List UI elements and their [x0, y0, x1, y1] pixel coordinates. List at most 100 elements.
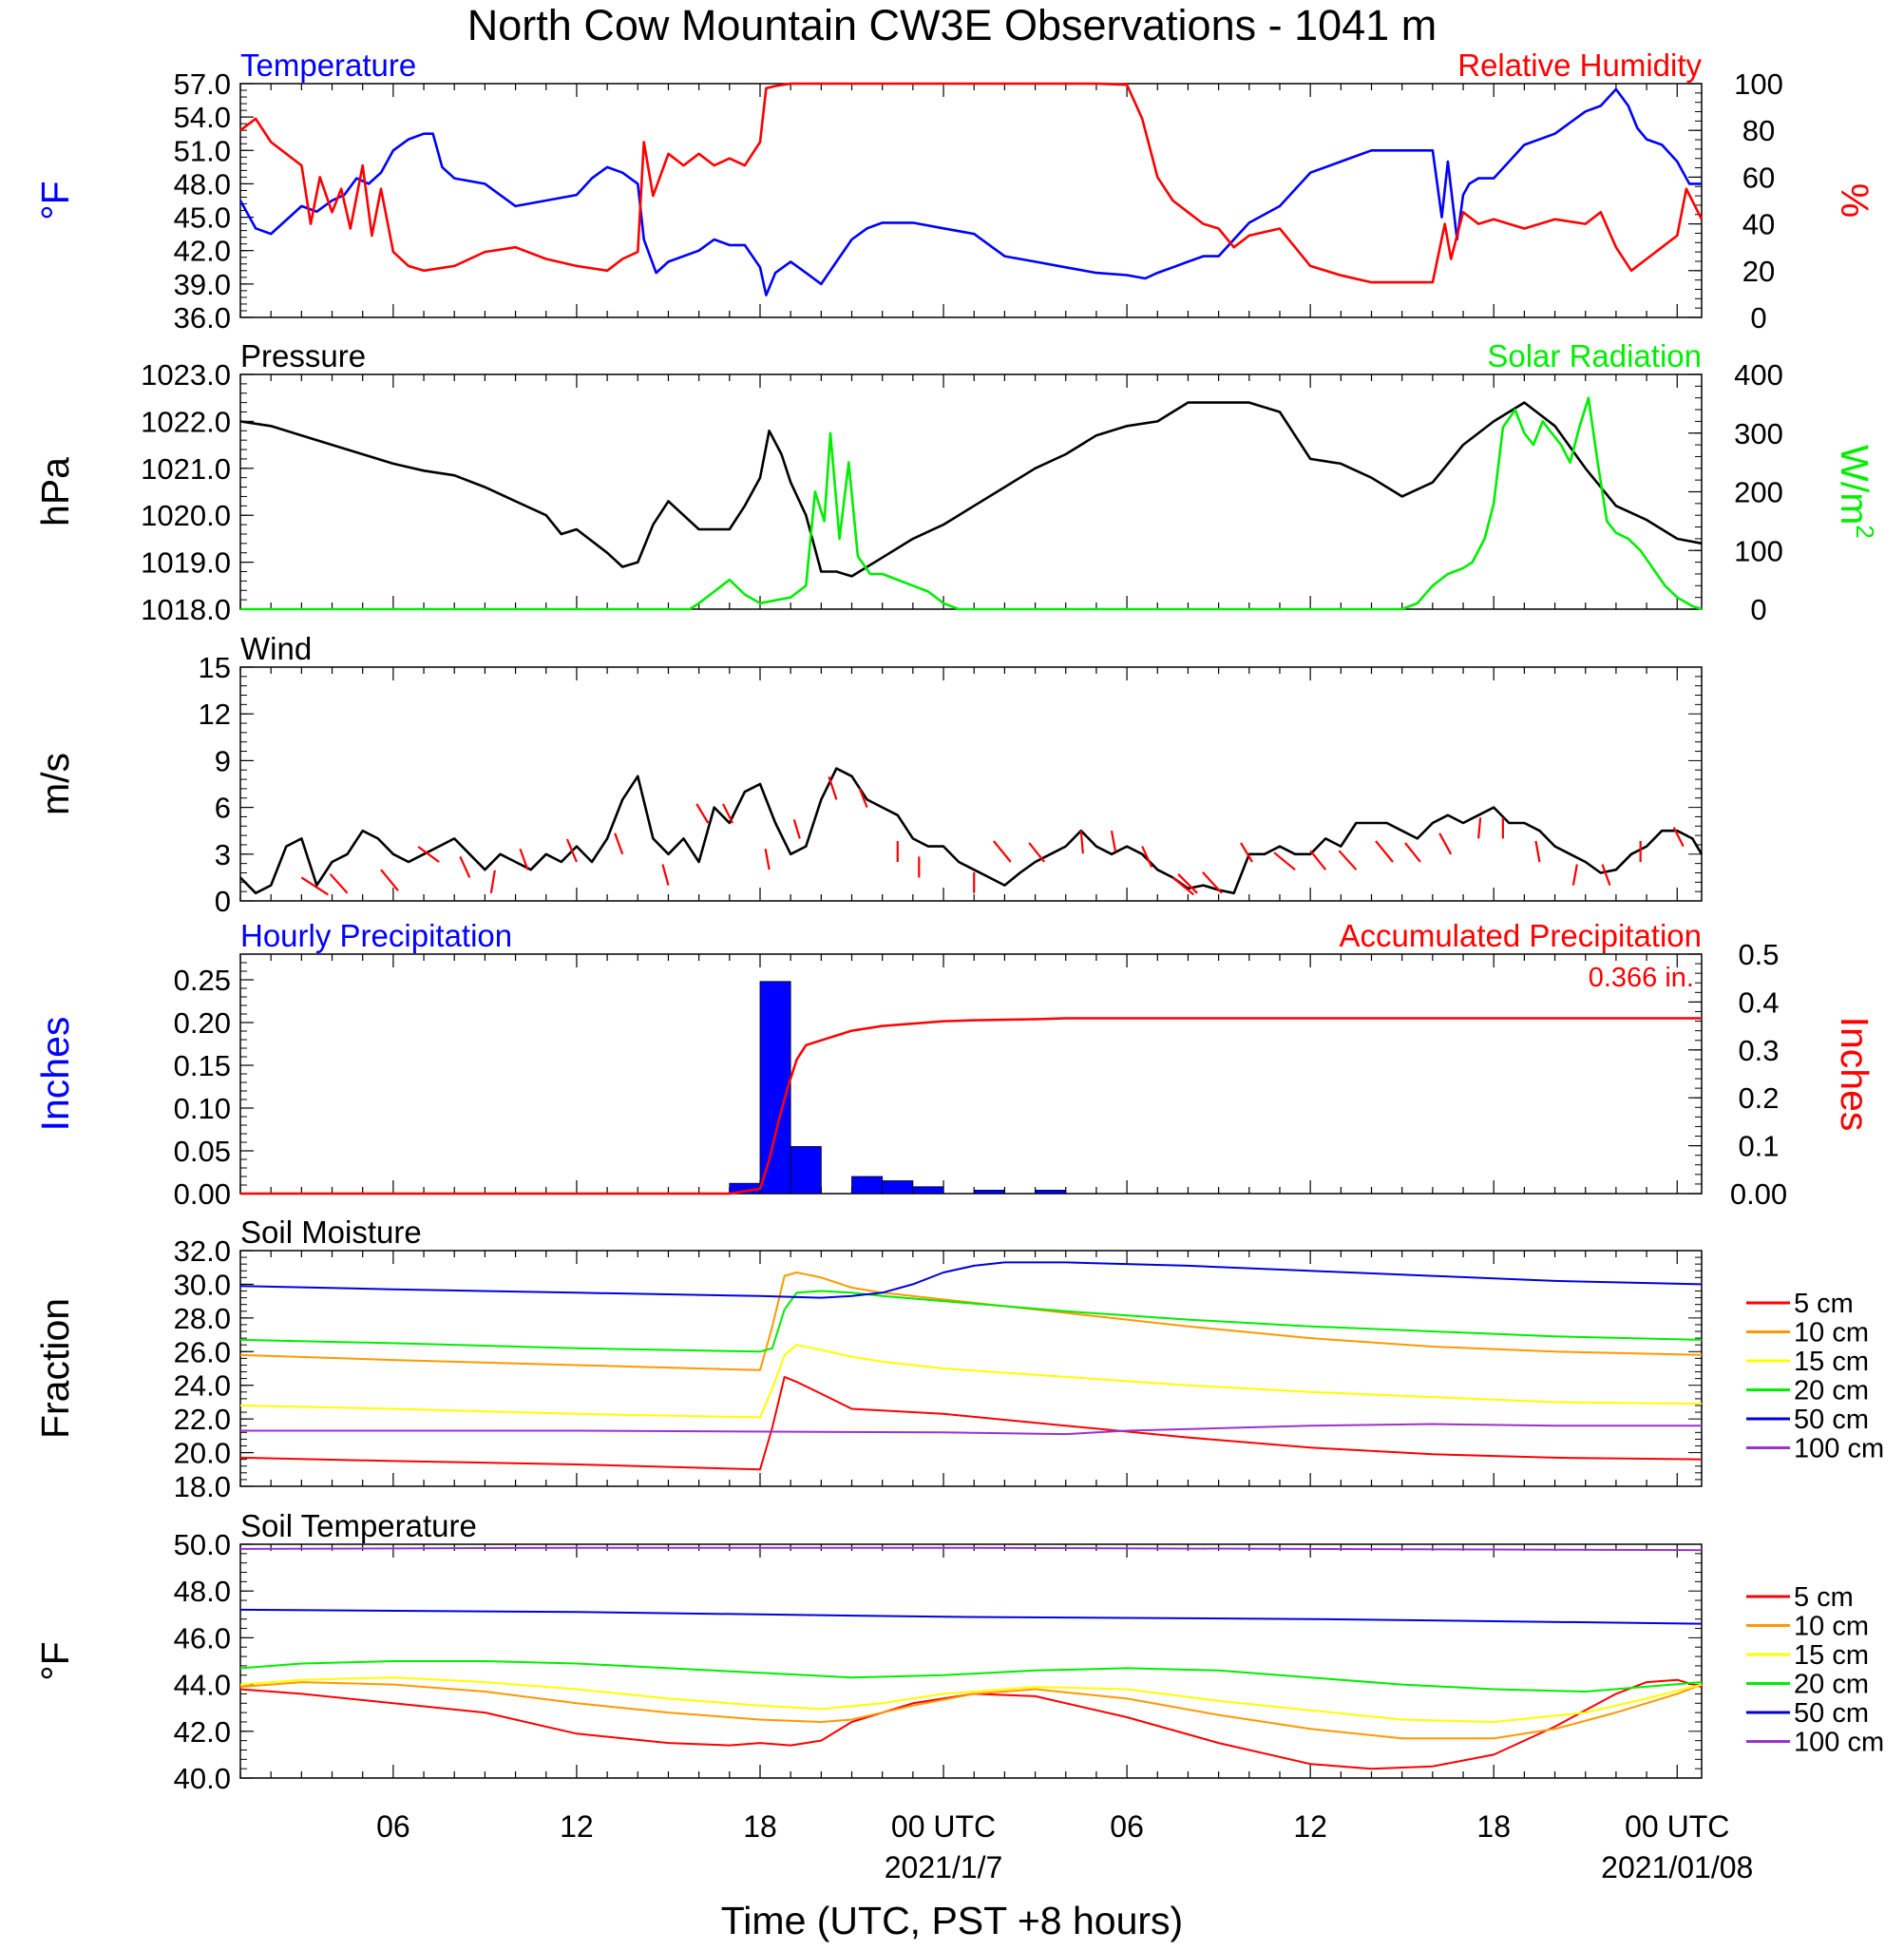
y-right-tick-label: 80	[1742, 114, 1775, 147]
panel-title-right: Solar Radiation	[1487, 338, 1702, 373]
legend-label: 5 cm	[1794, 1582, 1854, 1613]
wind-barb	[992, 840, 1012, 863]
y-right-tick-label: 100	[1734, 534, 1783, 567]
series-line	[239, 1344, 1703, 1419]
y-right-tick-label: 400	[1734, 358, 1783, 392]
series-line	[239, 1261, 1703, 1299]
wind-barb	[1375, 840, 1394, 863]
accum-total-annotation: 0.366 in.	[1589, 963, 1694, 993]
y-right-tick-label: 0.5	[1738, 938, 1779, 971]
wind-barb	[1028, 842, 1046, 863]
series-line	[239, 1678, 1703, 1770]
panel-title-right: Relative Humidity	[1457, 48, 1702, 83]
panel-title: Soil Temperature	[240, 1508, 477, 1543]
y-right-tick-label: 0.3	[1738, 1034, 1779, 1067]
legend-label: 15 cm	[1794, 1640, 1869, 1671]
precip-bar	[1035, 1190, 1067, 1195]
series-line	[239, 82, 1704, 284]
soil-temperature-panel: 40.0 42.0 44.0 46.0 48.0 50.0 Soil Temperature…	[33, 1508, 1884, 1795]
panel-title: Pressure	[240, 338, 366, 373]
series-line	[240, 396, 1703, 611]
wind-panel: 0 3 6 9 12 15 Wind m/s	[33, 631, 1704, 918]
wind-barb	[722, 803, 734, 824]
wind-barb	[764, 849, 771, 870]
soil-moisture-panel: 18.020.022.024.026.028.030.032.0 Soil Moi…	[33, 1215, 1884, 1503]
x-date-label: 2021/1/7	[885, 1850, 1003, 1884]
wind-barb	[329, 873, 349, 894]
wind-barb	[565, 838, 578, 863]
panel-title: Hourly Precipitation	[240, 918, 512, 953]
wind-barb	[1110, 831, 1117, 852]
panel-title: Wind	[240, 631, 312, 666]
y-tick-label: 44.0	[174, 1669, 231, 1702]
y-axis-label-right: W/m2	[1833, 445, 1879, 539]
y-tick-label: 1019.0	[141, 546, 231, 580]
wind-barb	[1477, 817, 1482, 839]
plot-frame	[239, 666, 1703, 902]
series-line	[239, 1681, 1703, 1740]
legend-label: 20 cm	[1794, 1376, 1869, 1406]
y-right-tick-label: 200	[1734, 476, 1783, 509]
wind-barb	[792, 819, 801, 839]
y-tick-label: 24.0	[174, 1369, 231, 1403]
y-tick-label: 30.0	[174, 1268, 231, 1301]
y-tick-label: 22.0	[174, 1403, 231, 1436]
y-axis-label-right: %	[1833, 183, 1876, 218]
y-tick-label: 0.00	[174, 1177, 231, 1211]
series-line	[240, 1423, 1702, 1436]
series-line	[239, 1546, 1703, 1552]
panel-title-right: Accumulated Precipitation	[1339, 918, 1702, 953]
y-right-tick-label: 60	[1742, 161, 1775, 194]
y-tick-label: 50.0	[174, 1528, 231, 1561]
legend-label: 10 cm	[1794, 1612, 1869, 1642]
wind-barb	[1202, 871, 1223, 894]
y-tick-label: 45.0	[174, 201, 231, 235]
series-line	[239, 767, 1704, 895]
y-tick-label: 57.0	[174, 67, 231, 101]
wind-barb	[380, 869, 399, 891]
wind-barb	[1177, 873, 1198, 894]
y-right-tick-label: 0	[1750, 301, 1766, 335]
y-right-tick-label: 100	[1734, 67, 1783, 101]
y-right-tick-label: 0.1	[1738, 1130, 1779, 1163]
y-right-tick-label: 0.4	[1738, 985, 1779, 1019]
y-tick-label: 48.0	[174, 1575, 231, 1608]
y-tick-label: 1018.0	[141, 593, 231, 626]
x-tick-label: 18	[1476, 1809, 1511, 1844]
y-tick-label: 0.15	[174, 1049, 231, 1082]
wind-barb	[858, 788, 868, 809]
wind-barb	[1534, 840, 1541, 863]
y-right-tick-label: 20	[1742, 255, 1775, 288]
precip-bar	[973, 1190, 1005, 1195]
precip-bar	[912, 1186, 944, 1195]
wind-barb	[1438, 832, 1453, 855]
series-line	[239, 401, 1703, 578]
series-line	[238, 87, 1702, 296]
wind-barb	[661, 864, 670, 886]
x-axis: 06 12 18 00 UTC 06 12 18 00 UTC 2021/1/7 2021/01/…	[376, 1809, 1753, 1884]
precip-bar	[851, 1176, 884, 1195]
wind-barb	[489, 870, 496, 893]
x-tick-label: 06	[1110, 1809, 1144, 1844]
y-tick-label: 12	[199, 698, 231, 731]
y-right-tick-label: 300	[1734, 417, 1783, 450]
y-axis-label: hPa	[33, 457, 77, 526]
y-tick-label: 0	[215, 885, 231, 918]
y-axis-label: Fraction	[33, 1298, 77, 1439]
y-tick-label: 1022.0	[141, 405, 231, 438]
plot-frame	[239, 953, 1703, 1195]
wind-barb	[1079, 831, 1084, 854]
wind-barb	[828, 776, 838, 800]
y-right-tick-label: 40	[1742, 208, 1775, 241]
wind-barb	[1672, 827, 1685, 848]
y-axis-label: m/s	[33, 753, 77, 815]
wind-barb	[1141, 846, 1153, 869]
legend-label: 50 cm	[1794, 1405, 1869, 1435]
precip-panel: 0.00 0.05 0.10 0.15 0.20 0.25 0.00 0.1 0.2 0.3 0.4…	[33, 918, 1876, 1211]
panels-group: 36.039.042.045.048.051.054.057.002040608…	[33, 48, 1884, 1795]
precip-bar	[759, 981, 791, 1195]
y-tick-label: 51.0	[174, 134, 231, 167]
